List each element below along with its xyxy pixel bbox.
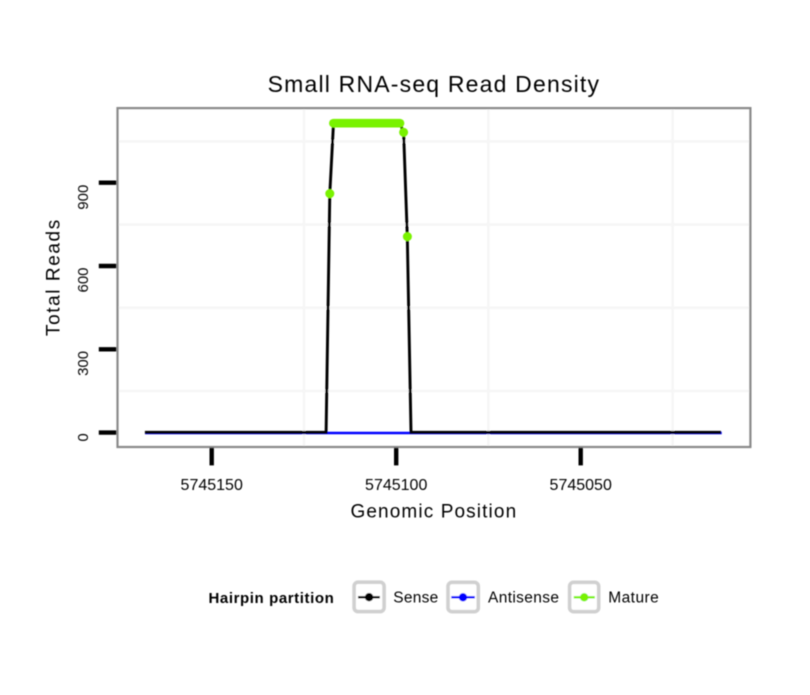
svg-text:300: 300	[75, 351, 92, 376]
svg-text:Total Reads: Total Reads	[44, 220, 65, 336]
svg-text:Hairpin partition: Hairpin partition	[209, 590, 334, 607]
svg-text:Mature: Mature	[608, 590, 659, 607]
svg-text:900: 900	[75, 185, 92, 210]
svg-text:Small RNA-seq Read Density: Small RNA-seq Read Density	[268, 71, 600, 97]
svg-text:0: 0	[75, 433, 92, 441]
svg-text:600: 600	[75, 267, 92, 292]
svg-text:5745050: 5745050	[550, 477, 612, 494]
svg-text:5745150: 5745150	[181, 477, 243, 494]
svg-text:Antisense: Antisense	[488, 590, 559, 607]
svg-text:5745100: 5745100	[365, 477, 427, 494]
svg-text:Sense: Sense	[393, 590, 438, 607]
